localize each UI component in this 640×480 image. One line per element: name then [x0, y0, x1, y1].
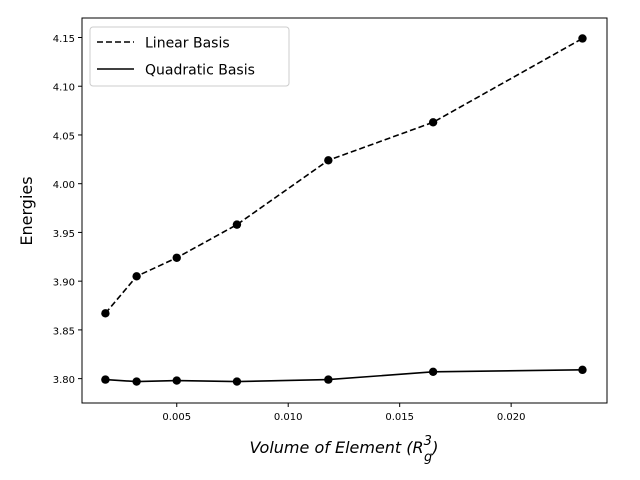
legend-box [89, 26, 290, 87]
data-point-quadratic-basis [172, 376, 181, 385]
y-tick-label: 4.10 [53, 83, 75, 94]
x-axis-title-math-base: R [413, 438, 424, 457]
y-tick-label: 4.05 [53, 131, 75, 142]
data-point-quadratic-basis [232, 377, 242, 386]
data-point-quadratic-basis [324, 375, 333, 384]
data-point-linear-basis [172, 253, 181, 262]
x-tick-label: 0.020 [497, 412, 526, 423]
data-point-quadratic-basis [578, 365, 587, 375]
legend-label-linear-basis: Linear Basis [145, 36, 230, 52]
y-tick-label: 3.80 [53, 375, 75, 386]
data-point-linear-basis [132, 272, 141, 281]
data-point-quadratic-basis [132, 377, 141, 386]
x-axis-title: Volume of Element (R3 g) [250, 434, 439, 465]
y-ticks: 3.80 3.85 3.90 3.95 4.00 4.05 4.10 4.15 [53, 34, 82, 386]
x-axis-title-math-sub: g [424, 450, 432, 465]
data-point-linear-basis [578, 34, 587, 43]
x-axis-title-math-sup: 3 [424, 434, 432, 449]
data-point-linear-basis [101, 309, 110, 318]
x-tick-label: 0.010 [274, 412, 303, 423]
y-tick-label: 4.00 [53, 180, 75, 191]
plot-frame [81, 17, 608, 404]
data-point-linear-basis [324, 156, 333, 165]
y-tick-label: 4.15 [53, 34, 75, 45]
x-tick-label: 0.005 [162, 412, 191, 423]
x-tick-label: 0.015 [385, 412, 414, 423]
y-tick-label: 3.90 [53, 278, 75, 289]
data-point-linear-basis [428, 118, 438, 127]
legend: Linear Basis Quadratic Basis [89, 26, 290, 87]
x-ticks: 0.005 0.010 0.015 0.020 [162, 403, 525, 423]
data-point-linear-basis [232, 220, 242, 229]
y-tick-label: 3.95 [53, 229, 75, 240]
legend-label-quadratic-basis: Quadratic Basis [145, 63, 255, 79]
data-point-quadratic-basis [428, 367, 438, 377]
series-layer [101, 34, 587, 386]
x-axis-title-text: Volume of Element [250, 438, 402, 457]
data-point-quadratic-basis [101, 375, 110, 384]
y-axis-title: Energies [17, 176, 36, 245]
y-tick-label: 3.85 [53, 326, 75, 337]
